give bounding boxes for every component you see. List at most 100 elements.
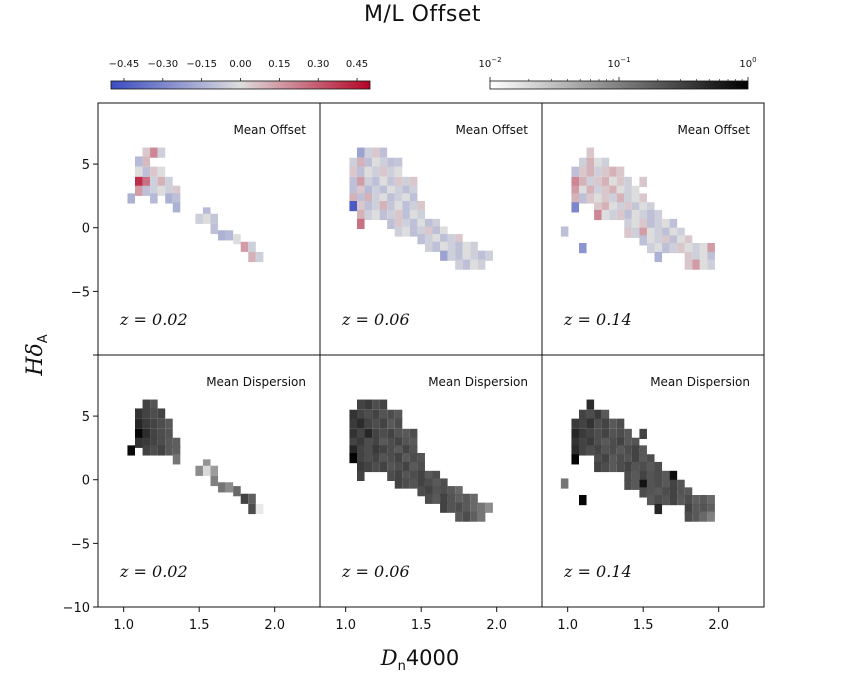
heatmap-cell <box>150 193 158 204</box>
heatmap-cell <box>662 495 670 506</box>
y-tick-label: −5 <box>71 285 90 300</box>
heatmap-cell <box>579 166 587 177</box>
heatmap-cell <box>135 408 143 419</box>
heatmap-cell <box>387 166 395 177</box>
heatmap-cell <box>387 470 395 481</box>
heatmap-cell <box>372 453 380 464</box>
heatmap-cell <box>202 459 211 470</box>
heatmap-cell <box>699 511 708 522</box>
heatmap-cell <box>409 201 418 212</box>
heatmap-cell <box>157 437 166 448</box>
heatmap-cell <box>699 251 708 263</box>
heatmap-cell <box>601 437 610 448</box>
heatmap-cell <box>364 399 373 410</box>
heatmap-cell <box>432 478 441 489</box>
heatmap-cell <box>379 147 388 158</box>
heatmap-cell <box>639 227 647 238</box>
heatmap-cell <box>669 470 678 481</box>
x-tick-label: 1.5 <box>189 618 210 633</box>
x-tick-label: 1.0 <box>557 618 578 633</box>
heatmap-cell <box>357 437 365 448</box>
heatmap-cell <box>165 176 173 187</box>
heatmap-cell <box>240 241 249 252</box>
heatmap-cell <box>379 157 388 168</box>
panel-label: Mean Offset <box>233 123 306 137</box>
heatmap-cell <box>357 166 365 177</box>
heatmap-cell <box>409 218 418 229</box>
offset-colorbar-tick-label: −0.15 <box>186 59 217 70</box>
heatmap-cell <box>669 495 678 506</box>
heatmap-cell <box>571 193 579 204</box>
y-axis-label: HδA <box>23 334 51 376</box>
heatmap-cell <box>372 461 380 473</box>
heatmap-cell <box>364 185 373 196</box>
heatmap-cell <box>349 157 357 168</box>
heatmap-cell <box>662 218 670 229</box>
heatmap-cell <box>409 176 418 187</box>
heatmap-cell <box>609 428 617 439</box>
heatmap-cell <box>372 185 380 196</box>
offset-colorbar-tick-label: 0.30 <box>307 59 329 70</box>
x-tick-label: 1.0 <box>113 618 134 633</box>
heatmap-cell <box>195 213 203 224</box>
heatmap-cell <box>470 241 478 252</box>
heatmap-cell <box>402 201 410 212</box>
heatmap-cell <box>402 428 410 439</box>
heatmap-cell <box>560 226 569 237</box>
heatmap-cell <box>639 470 647 481</box>
heatmap-cell <box>202 213 211 224</box>
heatmap-cell <box>417 470 425 481</box>
heatmap-cell <box>571 202 579 213</box>
heatmap-cell <box>364 453 373 464</box>
heatmap-cell <box>417 478 425 489</box>
heatmap-cell <box>594 202 602 213</box>
heatmap-cell <box>616 445 625 456</box>
heatmap-cell <box>631 454 640 465</box>
heatmap-cell <box>233 486 241 497</box>
heatmap-cell <box>646 227 655 238</box>
heatmap-cell <box>402 461 410 473</box>
heatmap-cell <box>417 226 425 237</box>
heatmap-cell <box>364 418 373 429</box>
y-tick-label: −10 <box>63 601 90 616</box>
heatmap-cell <box>586 418 595 429</box>
heatmap-cell <box>677 495 685 506</box>
heatmap-cell <box>372 176 380 187</box>
heatmap-cell <box>225 230 234 241</box>
heatmap-cell <box>631 479 640 490</box>
heatmap-cell <box>349 176 357 187</box>
redshift-label: z = 0.06 <box>341 562 410 581</box>
heatmap-cell <box>646 202 655 213</box>
heatmap-cell <box>616 193 625 204</box>
heatmap-cell <box>424 218 433 229</box>
heatmap-cell <box>455 493 463 504</box>
heatmap-cell <box>150 185 158 196</box>
heatmap-cell <box>379 399 388 410</box>
dispersion-colorbar-tick-label: 10−1 <box>607 56 630 70</box>
heatmap-cell <box>601 428 610 439</box>
y-tick-label: 0 <box>82 222 90 237</box>
heatmap-cell <box>165 418 173 429</box>
heatmap-cell <box>424 478 433 489</box>
heatmap-cell <box>142 156 151 167</box>
heatmap-cell <box>394 226 403 237</box>
heatmap-cells <box>349 399 493 522</box>
heatmap-cell <box>364 201 373 212</box>
heatmap-cell <box>357 399 365 410</box>
heatmap-cell <box>586 428 595 439</box>
heatmap-cell <box>639 454 647 465</box>
heatmap-cell <box>639 487 647 498</box>
heatmap-cell <box>357 193 365 204</box>
heatmap-cell <box>707 495 715 506</box>
heatmap-cell <box>417 218 425 229</box>
heatmap-cell <box>135 156 143 167</box>
heatmap-cell <box>165 193 173 204</box>
heatmap-cell <box>409 445 418 456</box>
heatmap-cell <box>631 470 640 481</box>
heatmap-cell <box>218 482 226 493</box>
heatmap-cell <box>662 227 670 238</box>
heatmap-cell <box>654 218 663 229</box>
heatmap-cell <box>409 185 418 196</box>
heatmap-cell <box>579 157 587 168</box>
heatmap-cell <box>387 445 395 456</box>
